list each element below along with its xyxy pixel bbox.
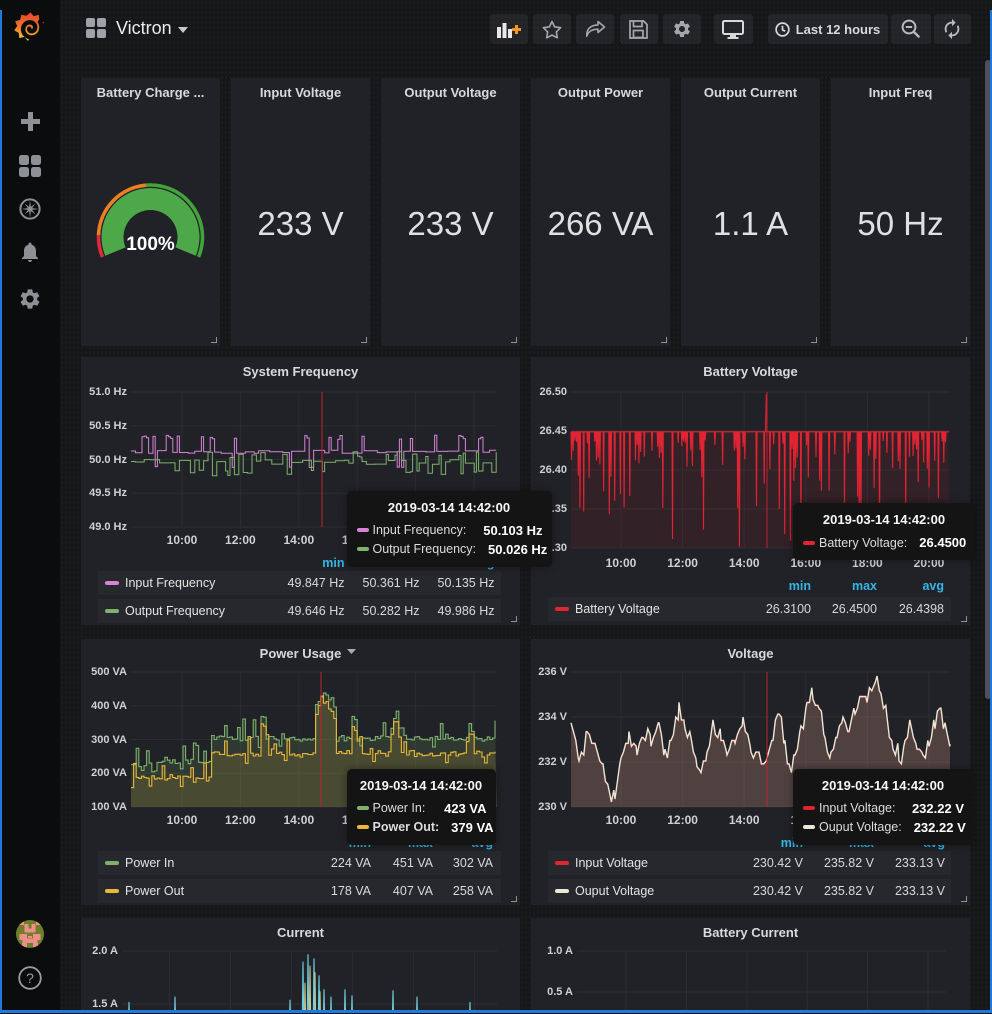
svg-text:?: ? bbox=[26, 970, 34, 986]
